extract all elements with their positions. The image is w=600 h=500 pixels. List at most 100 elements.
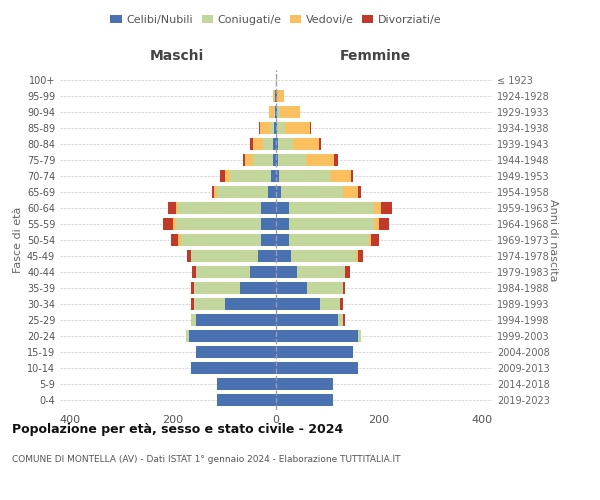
Bar (273, 90, 275, 102)
Bar (350, 170, 353, 182)
Bar (271, 170, 276, 182)
Bar (192, 266, 196, 278)
Bar (289, 234, 368, 246)
Bar (276, 378, 332, 390)
Bar (274, 154, 276, 166)
Bar (330, 170, 350, 182)
Bar (276, 202, 289, 214)
Bar (343, 314, 346, 326)
Bar (374, 218, 379, 230)
Bar (191, 298, 194, 310)
Bar (240, 282, 276, 294)
Bar (276, 282, 307, 294)
Bar (212, 186, 214, 198)
Bar (293, 138, 319, 150)
Bar (276, 250, 292, 262)
Bar (191, 314, 196, 326)
Bar (250, 138, 253, 150)
Bar (274, 122, 276, 134)
Bar (307, 282, 343, 294)
Bar (276, 346, 353, 358)
Bar (371, 234, 379, 246)
Bar (358, 250, 364, 262)
Bar (276, 314, 338, 326)
Text: Popolazione per età, sesso e stato civile - 2024: Popolazione per età, sesso e stato civil… (12, 422, 343, 436)
Bar (191, 250, 258, 262)
Text: COMUNE DI MONTELLA (AV) - Dati ISTAT 1° gennaio 2024 - Elaborazione TUTTITALIA.I: COMUNE DI MONTELLA (AV) - Dati ISTAT 1° … (12, 455, 401, 464)
Bar (277, 122, 285, 134)
Bar (271, 122, 274, 134)
Bar (346, 266, 350, 278)
Bar (196, 314, 276, 326)
Bar (277, 90, 284, 102)
Bar (368, 234, 371, 246)
Bar (276, 394, 332, 406)
Bar (320, 298, 340, 310)
Bar (230, 170, 271, 182)
Legend: Celibi/Nubili, Coniugati/e, Vedovi/e, Divorziati/e: Celibi/Nubili, Coniugati/e, Vedovi/e, Di… (106, 10, 446, 29)
Bar (276, 138, 278, 150)
Bar (343, 186, 358, 198)
Bar (260, 218, 276, 230)
Bar (276, 362, 358, 374)
Bar (163, 218, 173, 230)
Bar (306, 154, 334, 166)
Bar (280, 106, 300, 118)
Bar (178, 234, 181, 246)
Bar (334, 154, 338, 166)
Bar (292, 250, 356, 262)
Bar (196, 266, 250, 278)
Bar (274, 106, 275, 118)
Bar (217, 378, 276, 390)
Bar (194, 282, 240, 294)
Bar (253, 138, 263, 150)
Bar (276, 122, 277, 134)
Bar (176, 218, 260, 230)
Bar (250, 266, 276, 278)
Bar (260, 122, 271, 134)
Bar (186, 330, 188, 342)
Bar (274, 138, 276, 150)
Bar (276, 266, 296, 278)
Bar (187, 250, 191, 262)
Bar (276, 234, 289, 246)
Bar (224, 170, 230, 182)
Bar (278, 154, 306, 166)
Bar (173, 218, 176, 230)
Bar (310, 122, 311, 134)
Y-axis label: Fasce di età: Fasce di età (13, 207, 23, 273)
Bar (278, 170, 330, 182)
Bar (276, 218, 289, 230)
Bar (343, 282, 346, 294)
Bar (276, 106, 277, 118)
Bar (188, 330, 276, 342)
Bar (168, 202, 176, 214)
Bar (245, 154, 253, 166)
Bar (253, 154, 274, 166)
Bar (379, 218, 389, 230)
Bar (278, 138, 293, 150)
Bar (214, 186, 217, 198)
Bar (191, 362, 276, 374)
Bar (358, 330, 361, 342)
Bar (289, 202, 374, 214)
Bar (296, 266, 346, 278)
Text: Femmine: Femmine (340, 49, 411, 63)
Bar (275, 106, 276, 118)
Bar (196, 346, 276, 358)
Bar (194, 298, 224, 310)
Bar (220, 170, 224, 182)
Bar (276, 298, 320, 310)
Bar (285, 122, 310, 134)
Bar (176, 202, 178, 214)
Bar (276, 186, 281, 198)
Bar (170, 234, 178, 246)
Bar (258, 250, 276, 262)
Bar (260, 234, 276, 246)
Bar (217, 186, 268, 198)
Bar (340, 298, 343, 310)
Bar (269, 106, 274, 118)
Text: Maschi: Maschi (149, 49, 204, 63)
Bar (277, 106, 280, 118)
Bar (289, 218, 374, 230)
